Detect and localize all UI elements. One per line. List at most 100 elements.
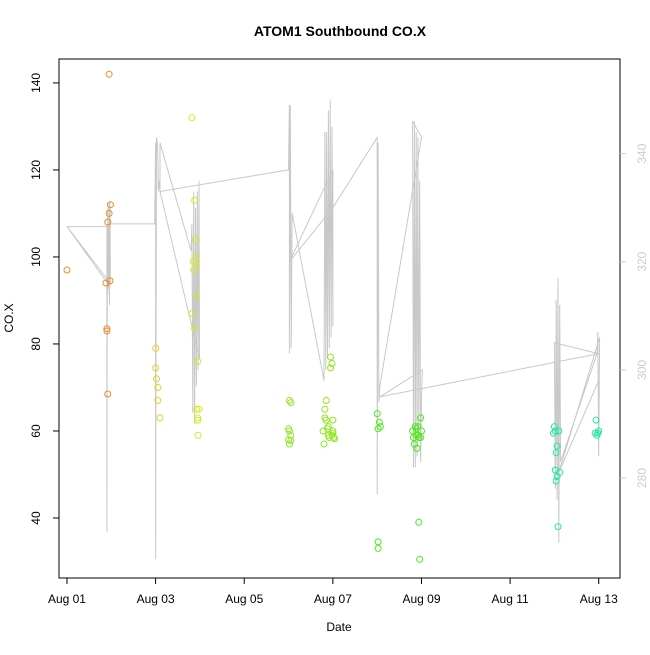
- data-point-series-3-12: [193, 405, 201, 413]
- line-series-layer: [66, 99, 601, 560]
- data-point-series-3-9: [192, 262, 200, 270]
- data-point-series-6-12: [591, 429, 599, 437]
- x-axis: Aug 01 Aug 03 Aug 05 Aug 07 Aug 09 Aug 11 Aug …: [48, 578, 618, 606]
- data-point-series-1-8: [105, 70, 113, 78]
- data-point-series-1-2: [102, 279, 110, 287]
- data-point-series-6-2: [550, 423, 558, 431]
- x-axis-label: Date: [326, 620, 352, 634]
- x-tick-label: Aug 07: [314, 592, 352, 606]
- y2-tick-label: 280: [635, 468, 649, 488]
- y-tick-label: 60: [29, 424, 43, 438]
- y-tick-label: 120: [29, 160, 43, 180]
- data-point-series-5-1: [373, 410, 381, 418]
- data-point-series-5-6: [376, 423, 384, 431]
- data-point-series-1-6: [104, 218, 112, 226]
- data-point-series-3-1: [188, 114, 196, 122]
- data-point-series-5-19: [417, 414, 425, 422]
- y2-tick-label: 340: [635, 143, 649, 163]
- data-point-series-4-19: [327, 364, 335, 372]
- data-point-series-6-9: [554, 523, 562, 531]
- secondary-line-series: [66, 99, 601, 560]
- data-point-series-6-10: [555, 427, 563, 435]
- y-tick-label: 100: [29, 247, 43, 267]
- data-point-series-4-10: [320, 440, 328, 448]
- data-point-series-1-9: [106, 277, 114, 285]
- data-point-series-6-6: [552, 477, 560, 485]
- data-point-series-5-21: [418, 427, 425, 435]
- data-point-series-4-3: [285, 427, 293, 435]
- data-point-series-4-17: [324, 423, 332, 431]
- data-point-series-1-3: [103, 325, 111, 333]
- data-point-series-6-11: [556, 468, 564, 476]
- data-point-series-5-17: [415, 518, 423, 526]
- data-point-series-1-5: [104, 390, 112, 398]
- x-tick-label: Aug 03: [137, 592, 175, 606]
- data-point-series-5-13: [413, 444, 421, 452]
- data-point-series-2-5: [154, 397, 162, 404]
- chart-title: ATOM1 Southbound CO.X: [254, 23, 427, 39]
- data-point-series-5-2: [374, 425, 382, 433]
- data-point-series-5-18: [416, 555, 424, 563]
- data-point-series-1-1: [63, 266, 71, 274]
- x-tick-label: Aug 09: [402, 592, 440, 606]
- data-point-series-1-7: [105, 209, 113, 217]
- data-point-series-1-10: [106, 201, 114, 209]
- points-layer: [63, 70, 603, 563]
- y2-axis: 280 300 320 340: [620, 143, 649, 488]
- data-point-series-3-13: [194, 414, 202, 422]
- data-point-series-4-27: [331, 435, 339, 443]
- y2-tick-label: 300: [635, 360, 649, 380]
- data-point-series-3-8: [192, 253, 200, 261]
- data-point-series-4-20: [327, 353, 335, 361]
- data-point-series-3-11: [194, 357, 202, 365]
- y-axis-label: CO.X: [2, 303, 16, 332]
- y-tick-label: 80: [29, 337, 43, 351]
- data-point-series-4-13: [322, 416, 330, 424]
- y2-tick-label: 320: [635, 251, 649, 271]
- data-point-series-4-12: [321, 405, 329, 413]
- data-point-series-4-14: [322, 397, 330, 404]
- data-point-series-3-15: [194, 431, 202, 439]
- data-point-series-4-8: [287, 437, 295, 444]
- data-point-series-5-15: [414, 423, 422, 431]
- data-point-series-4-7: [287, 399, 295, 407]
- data-point-series-4-22: [328, 360, 336, 367]
- data-point-series-2-2: [152, 364, 160, 372]
- data-point-series-2-6: [156, 414, 164, 422]
- data-point-series-4-24: [329, 427, 337, 435]
- data-point-series-3-14: [194, 416, 202, 424]
- x-tick-label: Aug 13: [580, 592, 618, 606]
- data-point-series-2-4: [154, 384, 162, 391]
- data-point-series-4-26: [330, 434, 338, 441]
- y-tick-label: 40: [29, 511, 43, 525]
- data-point-series-6-13: [592, 416, 600, 424]
- y-axis: 40 60 80 100 120 140: [29, 73, 59, 525]
- x-tick-label: Aug 05: [225, 592, 263, 606]
- data-point-series-4-25: [329, 416, 337, 424]
- data-point-series-2-1: [152, 344, 160, 352]
- x-tick-label: Aug 01: [48, 592, 86, 606]
- data-point-series-6-7: [553, 442, 561, 450]
- data-point-series-6-5: [552, 449, 560, 457]
- data-point-series-5-4: [374, 544, 382, 552]
- data-point-series-3-7: [192, 236, 199, 243]
- data-point-series-6-3: [551, 427, 559, 435]
- data-point-series-4-9: [319, 427, 327, 435]
- data-point-series-3-6: [191, 196, 199, 204]
- plot-frame: [58, 58, 621, 579]
- data-point-series-1-4: [103, 327, 111, 335]
- data-point-series-3-16: [195, 405, 203, 413]
- data-point-series-6-4: [551, 466, 559, 474]
- data-point-series-3-10: [193, 292, 201, 300]
- data-point-series-5-5: [375, 418, 383, 426]
- data-point-series-5-20: [417, 434, 425, 441]
- data-point-series-3-5: [191, 325, 199, 333]
- data-point-series-2-3: [153, 375, 160, 383]
- data-point-series-4-4: [285, 440, 293, 448]
- data-point-series-3-2: [188, 310, 196, 317]
- data-point-series-4-6: [287, 431, 295, 439]
- data-point-series-6-16: [595, 427, 603, 435]
- y-tick-label: 140: [29, 73, 43, 93]
